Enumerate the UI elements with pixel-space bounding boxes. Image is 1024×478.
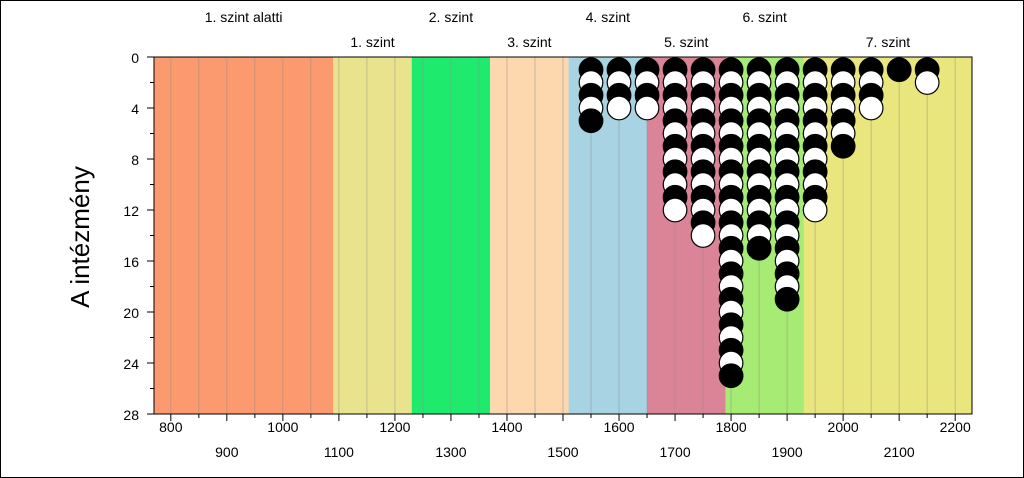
x-tick-label: 2200	[940, 419, 971, 435]
band-4	[490, 57, 569, 414]
dot-marker	[634, 95, 660, 121]
dot-marker	[578, 108, 604, 134]
x-tick-label: 1200	[379, 419, 410, 435]
band-2	[333, 57, 412, 414]
band-label-1: 1. szint alatti	[205, 9, 283, 25]
y-tick-label: 0	[131, 50, 139, 66]
x-tick-label: 1500	[547, 444, 578, 460]
y-tick-label: 12	[123, 203, 139, 219]
dot-columns	[578, 57, 940, 389]
dot-marker	[914, 70, 940, 95]
band-label-7: 6. szint	[743, 9, 787, 25]
x-tick-label: 1000	[267, 419, 298, 435]
y-tick-label: 24	[123, 356, 139, 372]
band-label-6: 5. szint	[664, 34, 708, 50]
band-8	[803, 57, 972, 414]
x-tick-label: 1100	[324, 444, 354, 460]
x-tick-label: 1600	[603, 419, 634, 435]
y-tick-label: 4	[131, 101, 139, 117]
band-label-2: 1. szint	[350, 34, 394, 50]
band-label-8: 7. szint	[866, 34, 910, 50]
band-1	[154, 57, 334, 414]
dot-marker	[886, 57, 912, 83]
dot-marker	[718, 363, 744, 389]
dot-marker	[606, 95, 632, 121]
dot-marker	[858, 95, 884, 121]
x-axis-ticks: 800 1000 1200 1400 1600 1800 2000 2200 900 1100 13…	[154, 413, 972, 460]
dot-marker	[662, 197, 688, 223]
dot-marker	[774, 286, 800, 312]
y-tick-label: 16	[123, 254, 139, 270]
dot-marker	[830, 133, 856, 159]
dot-marker	[802, 197, 828, 223]
x-tick-label: 800	[159, 419, 183, 435]
y-tick-label: 8	[131, 152, 139, 168]
y-tick-label: 20	[123, 305, 139, 321]
band-label-4: 3. szint	[507, 34, 551, 50]
dot-marker	[746, 235, 772, 261]
x-tick-label: 1800	[716, 419, 747, 435]
band-3	[411, 57, 491, 414]
x-tick-label: 1900	[772, 444, 803, 460]
x-tick-label: 1400	[491, 419, 522, 435]
dot-marker	[690, 223, 716, 248]
x-tick-label: 1300	[435, 444, 466, 460]
y-axis-label: A intézmény	[65, 166, 95, 308]
y-axis-ticks: 0 4 8 12 16 20 24 28	[123, 50, 155, 423]
x-tick-label: 900	[215, 444, 239, 460]
x-tick-label: 2100	[884, 444, 915, 460]
band-label-5: 4. szint	[586, 9, 630, 25]
x-tick-label: 1700	[659, 444, 690, 460]
level-labels: 1. szint alatti 1. szint 2. szint 3. szint 4…	[205, 9, 911, 50]
band-label-3: 2. szint	[429, 9, 473, 25]
x-tick-label: 2000	[828, 419, 859, 435]
y-tick-label: 28	[123, 407, 139, 423]
